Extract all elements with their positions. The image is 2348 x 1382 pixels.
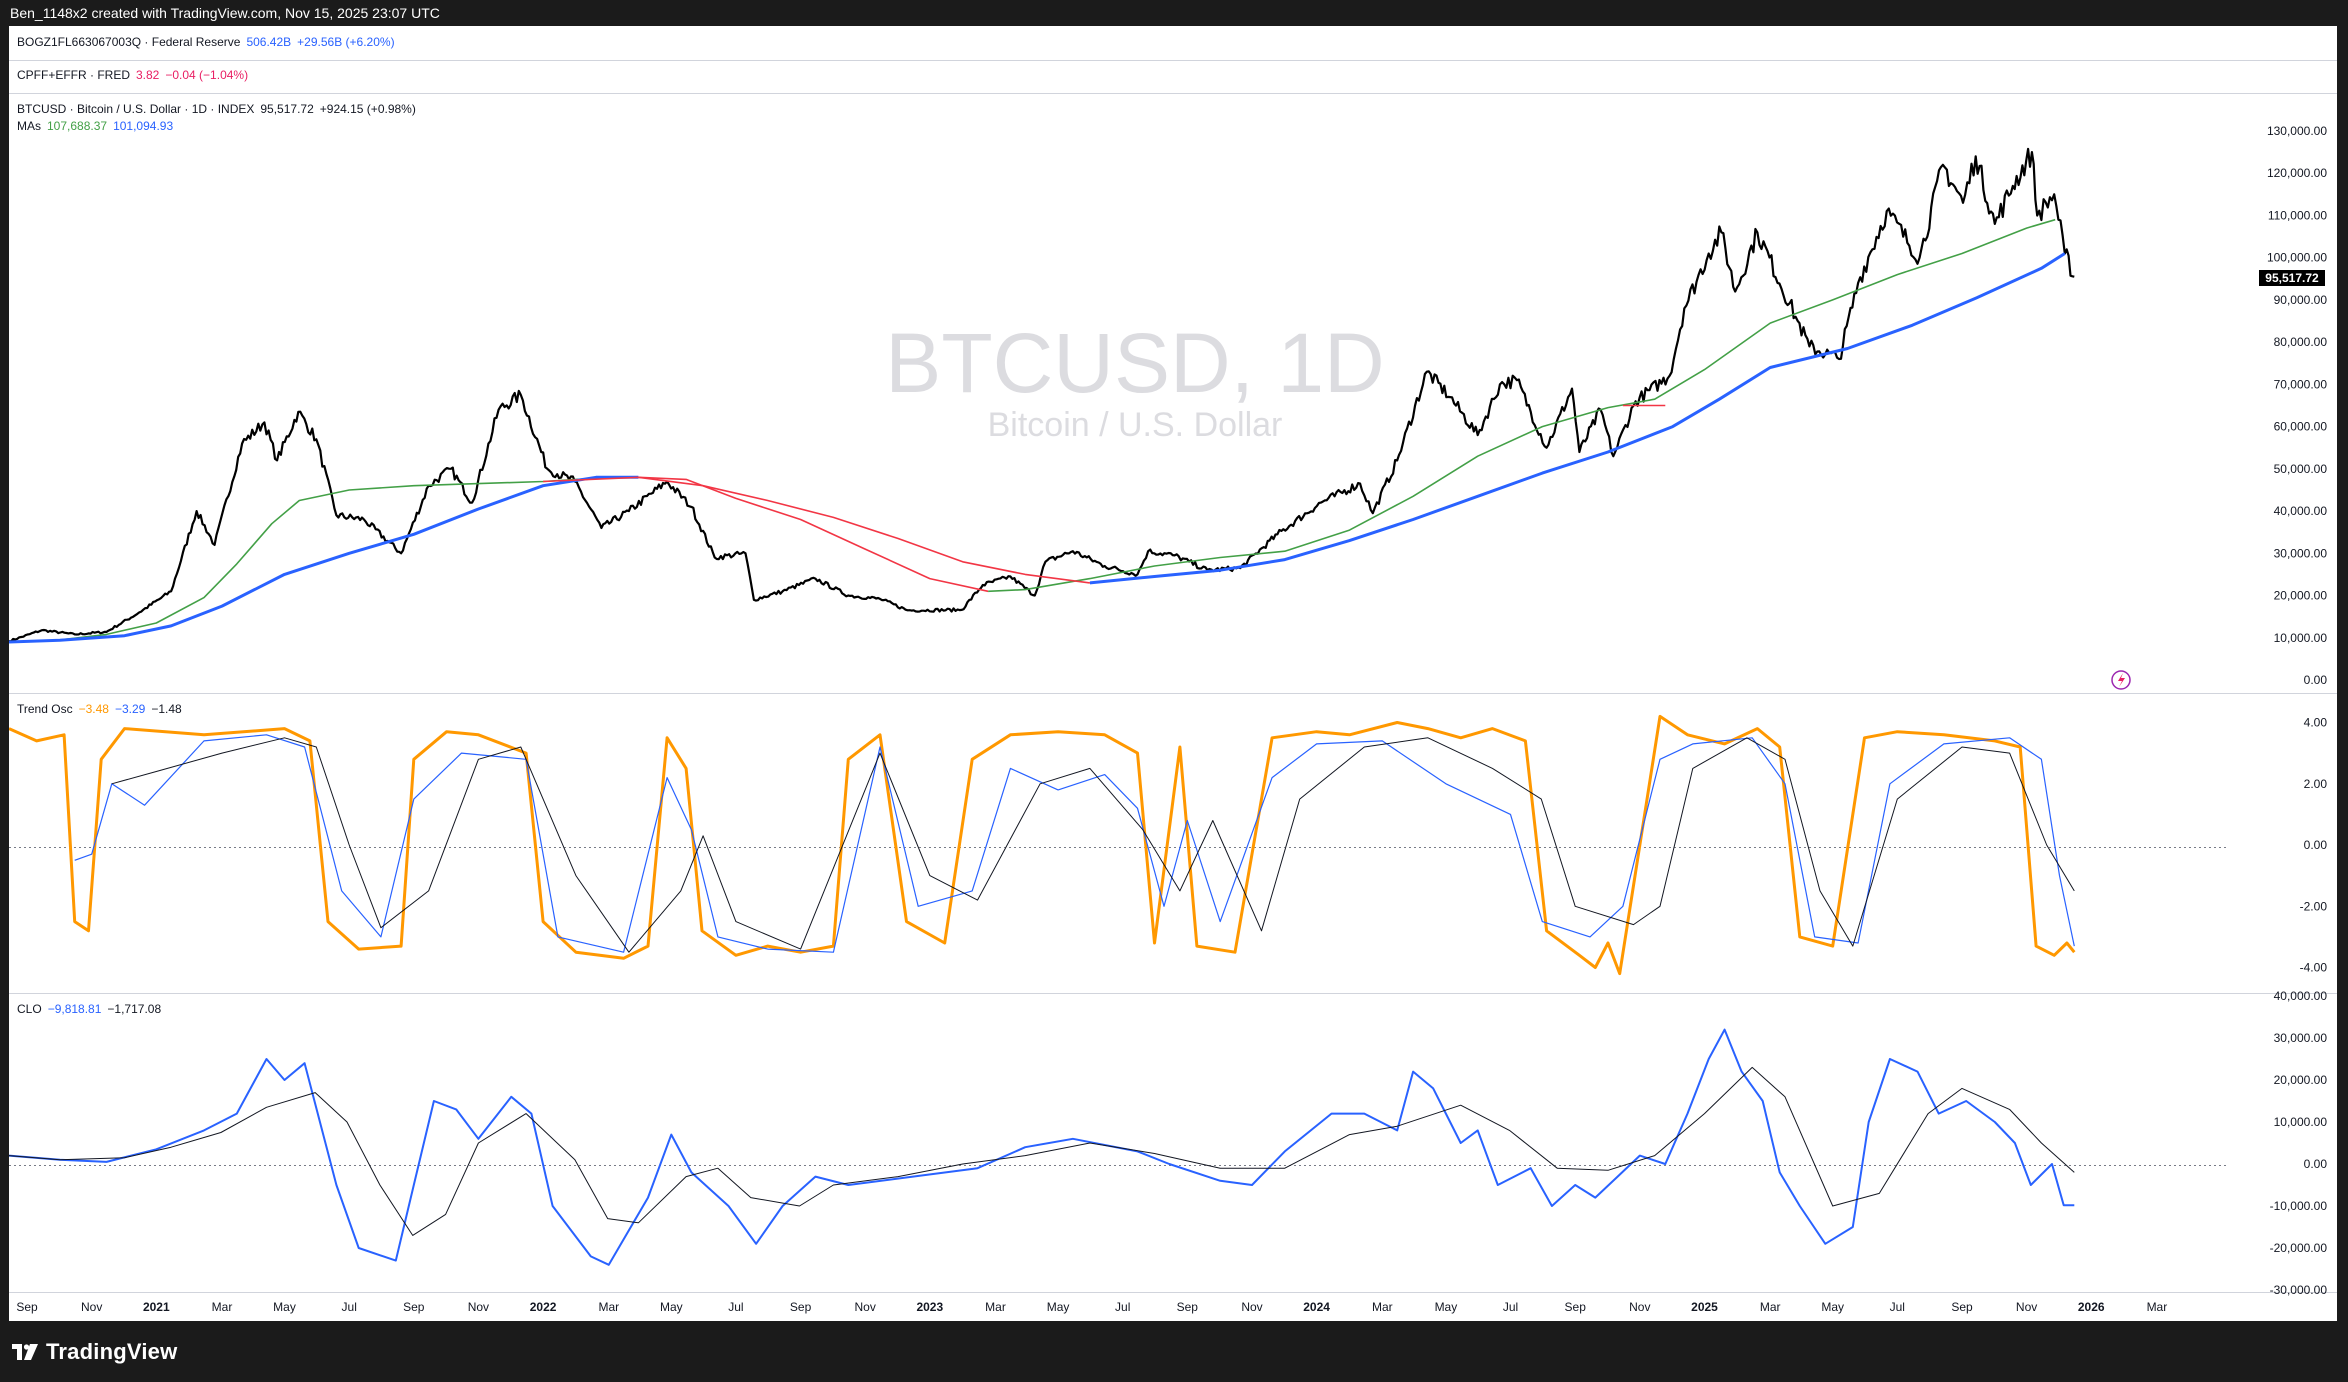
legend-btcusd: BTCUSD · Bitcoin / U.S. Dollar · 1D · IN… [17, 102, 416, 116]
attribution-text: Ben_1148x2 created with TradingView.com,… [10, 5, 440, 21]
x-tick-label: 2021 [143, 1300, 170, 1314]
x-tick-label: Jul [342, 1300, 357, 1314]
x-tick-label: Nov [81, 1300, 102, 1314]
top-attribution-bar: Ben_1148x2 created with TradingView.com,… [0, 0, 2348, 26]
series-ma-green-2 [988, 218, 2056, 593]
trend-osc-pane [9, 714, 2076, 976]
x-tick-label: Mar [1372, 1300, 1393, 1314]
x-tick-label: Mar [2147, 1300, 2168, 1314]
x-tick-label: Jul [1115, 1300, 1130, 1314]
x-tick-label: May [1435, 1300, 1458, 1314]
y-tick-label: -2.00 [2300, 899, 2328, 913]
price-axis: 130,000.00 120,000.00 110,000.00 100,000.00… [2267, 124, 2327, 1297]
chart-svg: BOGZ1FL663067003Q · Federal Reserve 506.4… [9, 35, 2337, 1314]
x-tick-label: May [273, 1300, 296, 1314]
legend-mas: MAs 107,688.37 101,094.93 [17, 119, 173, 133]
y-tick-label: 110,000.00 [2268, 209, 2327, 223]
x-tick-label: Nov [855, 1300, 876, 1314]
series-ma-red-2 [638, 476, 1091, 584]
series-ma-blue-2 [1089, 252, 2066, 585]
y-tick-label: -10,000.00 [2270, 1199, 2328, 1213]
y-tick-label: 80,000.00 [2274, 335, 2328, 349]
y-tick-label: 90,000.00 [2274, 293, 2328, 307]
series-ma-red [543, 476, 989, 593]
y-tick-label: 0.00 [2304, 838, 2328, 852]
y-tick-label: 50,000.00 [2274, 462, 2328, 476]
legend-clo: CLO −9,818.81 −1,717.08 [17, 1002, 161, 1016]
x-tick-label: 2026 [2078, 1300, 2105, 1314]
x-tick-label: Jul [1890, 1300, 1905, 1314]
clo-blue-line [9, 1028, 2075, 1266]
y-tick-label: 10,000.00 [2274, 631, 2328, 645]
x-tick-label: May [1821, 1300, 1844, 1314]
y-tick-label: 20,000.00 [2274, 589, 2328, 603]
y-tick-label: 120,000.00 [2267, 166, 2327, 180]
legend-federal-reserve: BOGZ1FL663067003Q · Federal Reserve 506.4… [17, 35, 395, 49]
x-tick-label: May [660, 1300, 683, 1314]
y-tick-label: 0.00 [2304, 673, 2328, 687]
footer-bar: TradingView [0, 1321, 2348, 1382]
y-tick-label: 70,000.00 [2274, 377, 2328, 391]
y-tick-label: 30,000.00 [2274, 546, 2328, 560]
x-tick-label: Mar [1760, 1300, 1781, 1314]
x-tick-label: 2024 [1303, 1300, 1330, 1314]
legend-cpff-effr: CPFF+EFFR · FRED 3.82 −0.04 (−1.04%) [17, 68, 248, 82]
series-ma-green [9, 477, 607, 643]
time-axis: Sep Nov 2021 Mar May Jul Sep Nov 2022 Mar May Jul Se… [16, 1300, 2167, 1314]
x-tick-label: Jul [1503, 1300, 1518, 1314]
y-tick-label: 40,000.00 [2274, 504, 2328, 518]
x-tick-label: Sep [1951, 1300, 1973, 1314]
x-tick-label: 2025 [1691, 1300, 1718, 1314]
x-tick-label: Mar [598, 1300, 619, 1314]
x-tick-label: Sep [1565, 1300, 1587, 1314]
y-tick-label: 40,000.00 [2274, 989, 2328, 1003]
tradingview-logo[interactable]: TradingView [12, 1339, 177, 1365]
y-tick-label: 20,000.00 [2274, 1073, 2328, 1087]
y-tick-label: 4.00 [2304, 716, 2328, 730]
x-tick-label: Nov [468, 1300, 489, 1314]
last-price-label: 95,517.72 [2265, 271, 2319, 285]
clo-grey-line [9, 1066, 2075, 1236]
x-tick-label: Nov [2016, 1300, 2037, 1314]
watermark-symbol: BTCUSD, 1D [885, 316, 1384, 410]
x-tick-label: Nov [1629, 1300, 1650, 1314]
x-tick-label: Sep [1177, 1300, 1199, 1314]
x-tick-label: Sep [16, 1300, 38, 1314]
y-tick-label: -30,000.00 [2270, 1283, 2328, 1297]
y-tick-label: 0.00 [2304, 1157, 2328, 1171]
x-tick-label: Nov [1241, 1300, 1262, 1314]
legend-trend-osc: Trend Osc −3.48 −3.29 −1.48 [17, 702, 182, 716]
tradingview-brand: TradingView [46, 1339, 178, 1364]
series-btcusd [9, 147, 2075, 643]
x-tick-label: Sep [403, 1300, 425, 1314]
x-tick-label: 2023 [916, 1300, 943, 1314]
y-tick-label: 60,000.00 [2274, 420, 2328, 434]
x-tick-label: May [1047, 1300, 1070, 1314]
series-ma-blue [9, 475, 639, 644]
x-tick-label: 2022 [530, 1300, 557, 1314]
x-tick-label: Sep [790, 1300, 812, 1314]
y-tick-label: 100,000.00 [2267, 251, 2327, 265]
x-tick-label: Mar [985, 1300, 1006, 1314]
clo-pane [9, 1028, 2075, 1266]
y-tick-label: 130,000.00 [2267, 124, 2327, 138]
last-price-badge [2259, 270, 2325, 286]
trend-osc-grey-line [111, 737, 2075, 953]
y-tick-label: -4.00 [2300, 961, 2328, 975]
y-tick-label: -20,000.00 [2270, 1241, 2328, 1255]
lightning-icon[interactable] [2111, 670, 2131, 690]
x-tick-label: Jul [728, 1300, 743, 1314]
x-tick-label: Mar [212, 1300, 233, 1314]
y-tick-label: 30,000.00 [2274, 1031, 2328, 1045]
chart-frame: BOGZ1FL663067003Q · Federal Reserve 506.4… [9, 26, 2337, 1321]
tradingview-logo-icon [12, 1344, 38, 1360]
trend-osc-orange-line [9, 714, 2076, 976]
y-tick-label: 10,000.00 [2274, 1115, 2328, 1129]
y-tick-label: 2.00 [2304, 777, 2328, 791]
trend-osc-blue-line [74, 734, 2075, 953]
watermark-description: Bitcoin / U.S. Dollar [988, 406, 1283, 444]
btc-price-pane [9, 147, 2075, 644]
